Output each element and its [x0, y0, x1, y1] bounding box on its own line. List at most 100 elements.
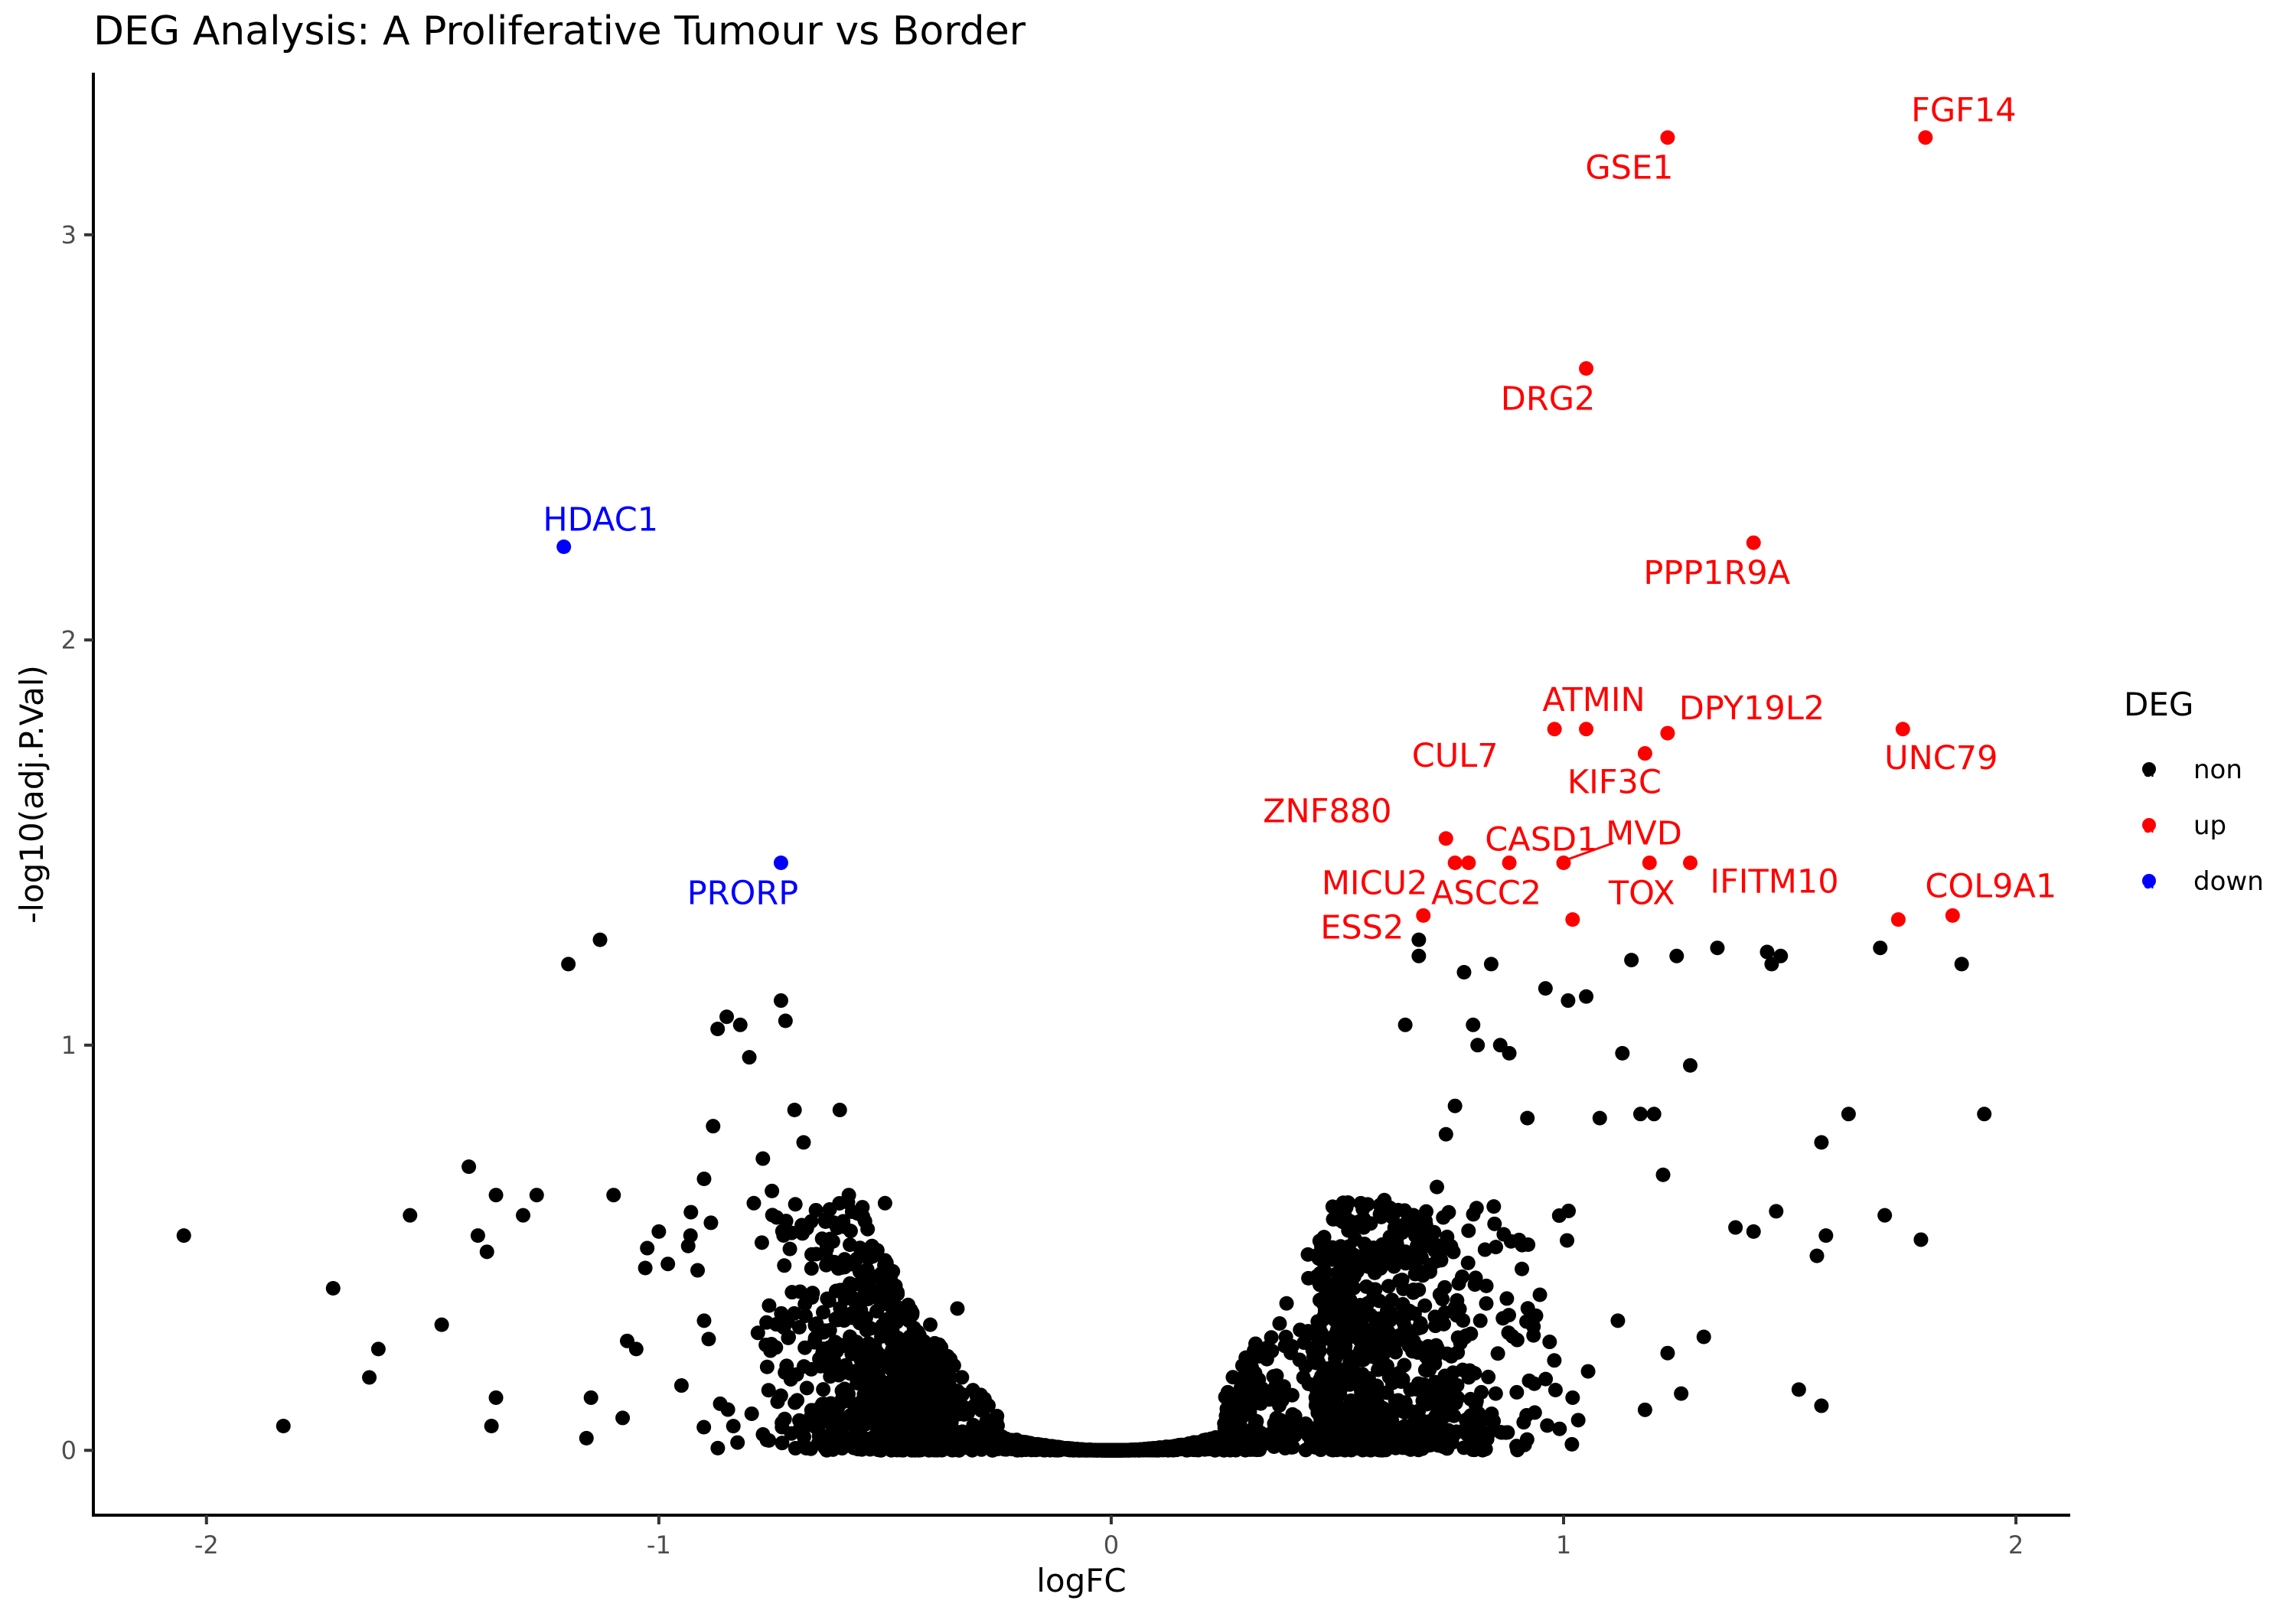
- gene-label: PRORP: [687, 875, 798, 913]
- gene-point-non: [938, 1350, 954, 1365]
- gene-label: ATMIN: [1542, 681, 1645, 719]
- gene-point-non: [706, 1119, 721, 1134]
- gene-point-non: [1463, 1418, 1478, 1433]
- gene-point-non: [710, 1022, 726, 1037]
- gene-point-non: [1400, 1214, 1415, 1229]
- gene-point-non: [822, 1322, 837, 1338]
- gene-point-non: [864, 1289, 879, 1304]
- gene-point-non: [755, 1151, 771, 1166]
- gene-point-non: [516, 1208, 531, 1223]
- gene-point-non: [1551, 1208, 1567, 1224]
- gene-point-non: [1474, 1384, 1489, 1400]
- gene-point-non: [1483, 957, 1499, 972]
- gene-point-non: [1624, 953, 1639, 968]
- gene-point-non: [1317, 1426, 1332, 1441]
- gene-point-non: [1380, 1199, 1395, 1214]
- gene-point-non: [815, 1341, 830, 1357]
- gene-point-non: [1520, 1301, 1535, 1316]
- legend-key-down: [2142, 874, 2156, 888]
- gene-point-non: [885, 1263, 901, 1279]
- gene-point-non: [855, 1345, 870, 1361]
- gene-point-non: [947, 1440, 963, 1455]
- gene-point-non: [1710, 940, 1725, 956]
- gene-point-non: [1440, 1441, 1455, 1456]
- background-points-layer: [640, 1192, 1596, 1458]
- gene-label-leader: [1566, 842, 1614, 861]
- gene-point-non: [1278, 1329, 1293, 1345]
- gene-point-non: [774, 1305, 789, 1321]
- gene-point-non: [1080, 1442, 1095, 1458]
- gene-point-non: [778, 1214, 794, 1229]
- gene-point-non: [804, 1361, 819, 1377]
- gene-point-non: [790, 1393, 805, 1408]
- gene-point-non: [1521, 1373, 1537, 1388]
- gene-point-non: [830, 1420, 845, 1436]
- gene-point-non: [1436, 1210, 1451, 1225]
- gene-point-non: [765, 1183, 780, 1198]
- gene-point-non: [1329, 1387, 1345, 1403]
- gene-point-non: [1669, 948, 1684, 963]
- legend-key-non: [2142, 762, 2156, 776]
- gene-point-non: [807, 1331, 823, 1346]
- gene-point-non: [696, 1313, 712, 1328]
- gene-point-non: [1433, 1412, 1449, 1427]
- gene-point-non: [1428, 1338, 1443, 1353]
- gene-point-non: [1561, 993, 1576, 1009]
- gene-point-non: [1450, 1377, 1465, 1393]
- gene-point-non: [791, 1319, 807, 1335]
- gene-point-non: [1435, 1292, 1450, 1307]
- gene-point-non: [1565, 1390, 1580, 1405]
- gene-point-non: [759, 1433, 775, 1448]
- gene-point-non: [370, 1341, 386, 1357]
- gene-point-non: [1342, 1292, 1358, 1308]
- gene-point-non: [1259, 1351, 1274, 1367]
- gene-point-non: [798, 1308, 814, 1323]
- gene-point-non: [809, 1316, 824, 1332]
- gene-point-non: [1372, 1328, 1388, 1344]
- gene-point-up: [1565, 912, 1580, 927]
- gene-point-non: [1913, 1232, 1929, 1247]
- significant-points: [556, 130, 1960, 927]
- gene-point-non: [1339, 1419, 1355, 1434]
- gene-point-non: [1272, 1316, 1287, 1332]
- gene-point-non: [1367, 1403, 1382, 1418]
- gene-point-non: [1547, 1353, 1562, 1368]
- gene-point-non: [579, 1430, 594, 1446]
- gene-point-non: [844, 1346, 859, 1361]
- gene-point-non: [1313, 1442, 1329, 1458]
- gene-point-non: [1453, 1335, 1468, 1351]
- gene-point-non: [484, 1419, 499, 1434]
- gene-label: TOX: [1608, 875, 1675, 913]
- gene-point-non: [1247, 1365, 1263, 1380]
- gene-point-non: [1488, 1386, 1503, 1401]
- gene-point-up: [1547, 722, 1562, 737]
- gene-point-non: [1296, 1335, 1312, 1351]
- gene-point-non: [325, 1280, 341, 1296]
- gene-point-non: [1809, 1248, 1825, 1263]
- gene-point-non: [934, 1414, 949, 1429]
- gene-point-down: [556, 539, 572, 555]
- gene-point-non: [276, 1419, 291, 1434]
- gene-point-non: [1360, 1296, 1375, 1311]
- gene-point-non: [1696, 1329, 1711, 1345]
- gene-point-non: [1463, 1326, 1479, 1341]
- gene-label: MVD: [1606, 815, 1682, 853]
- gene-point-non: [822, 1231, 837, 1247]
- gene-point-non: [1456, 964, 1472, 980]
- gene-point-non: [884, 1279, 899, 1294]
- gene-point-non: [1062, 1441, 1078, 1456]
- gene-label: ASCC2: [1431, 875, 1541, 913]
- gene-point-non: [1479, 1278, 1494, 1293]
- gene-point-non: [797, 1340, 813, 1355]
- gene-point-non: [903, 1302, 918, 1318]
- gene-point-non: [1276, 1379, 1291, 1394]
- gene-point-non: [1011, 1437, 1026, 1452]
- gene-point-non: [703, 1215, 719, 1231]
- gene-point-non: [1234, 1436, 1249, 1451]
- gene-point-non: [1278, 1416, 1293, 1431]
- gene-point-non: [821, 1293, 837, 1309]
- gene-point-non: [1873, 940, 1888, 956]
- gene-point-non: [796, 1135, 811, 1150]
- gene-point-non: [1515, 1237, 1530, 1253]
- gene-point-non: [1330, 1279, 1345, 1294]
